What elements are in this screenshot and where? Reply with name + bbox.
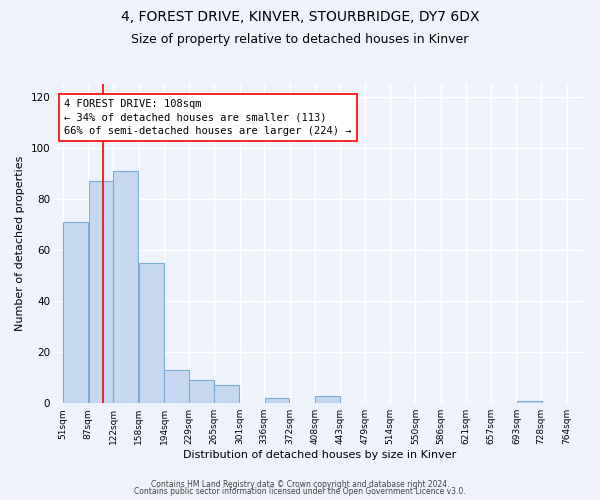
Text: 4, FOREST DRIVE, KINVER, STOURBRIDGE, DY7 6DX: 4, FOREST DRIVE, KINVER, STOURBRIDGE, DY… xyxy=(121,10,479,24)
Bar xyxy=(214,386,239,403)
X-axis label: Distribution of detached houses by size in Kinver: Distribution of detached houses by size … xyxy=(184,450,457,460)
Text: Contains public sector information licensed under the Open Government Licence v3: Contains public sector information licen… xyxy=(134,487,466,496)
Bar xyxy=(189,380,214,403)
Bar xyxy=(265,398,289,403)
Bar xyxy=(89,181,113,403)
Bar xyxy=(517,400,542,403)
Bar xyxy=(139,263,164,403)
Bar xyxy=(164,370,189,403)
Text: Size of property relative to detached houses in Kinver: Size of property relative to detached ho… xyxy=(131,32,469,46)
Bar xyxy=(316,396,340,403)
Bar xyxy=(113,171,138,403)
Text: Contains HM Land Registry data © Crown copyright and database right 2024.: Contains HM Land Registry data © Crown c… xyxy=(151,480,449,489)
Bar xyxy=(63,222,88,403)
Text: 4 FOREST DRIVE: 108sqm
← 34% of detached houses are smaller (113)
66% of semi-de: 4 FOREST DRIVE: 108sqm ← 34% of detached… xyxy=(64,100,352,136)
Y-axis label: Number of detached properties: Number of detached properties xyxy=(15,156,25,332)
